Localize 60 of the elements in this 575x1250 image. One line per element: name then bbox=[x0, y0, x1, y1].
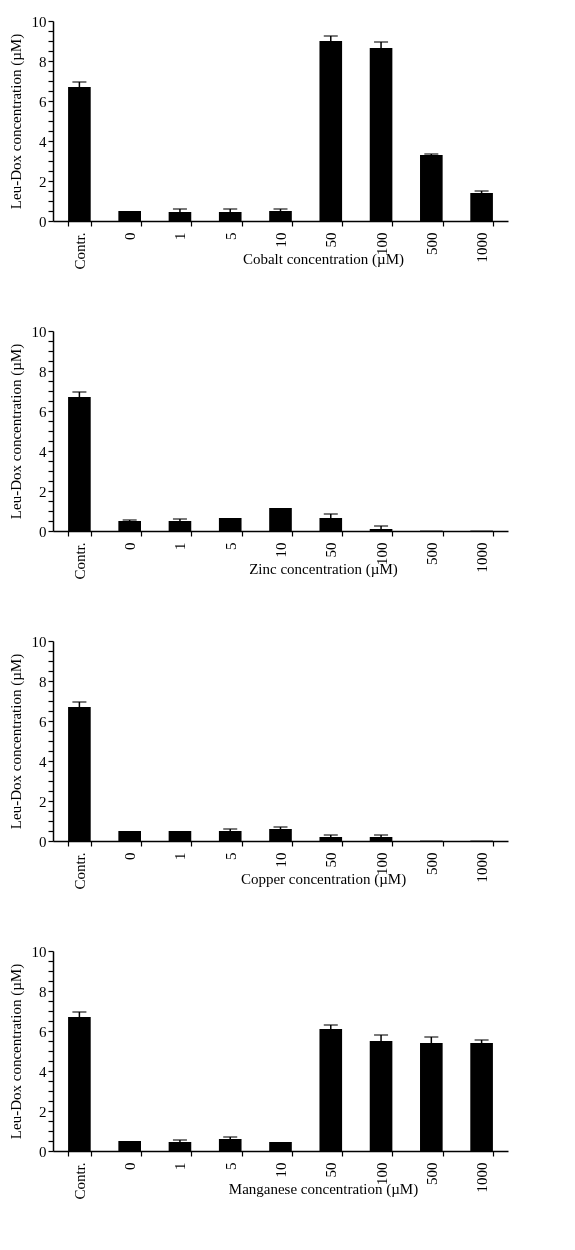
x-tick-label: Contr. bbox=[71, 1162, 88, 1200]
x-tick-label: 5 bbox=[222, 542, 239, 550]
x-tick-label: Contr. bbox=[71, 852, 88, 890]
x-tick-label: 1 bbox=[172, 1162, 189, 1170]
x-tick-label: 1 bbox=[172, 542, 189, 550]
x-tick-label: 500 bbox=[423, 232, 440, 255]
x-tick-label: 1 bbox=[172, 852, 189, 860]
x-tick-label: 5 bbox=[222, 232, 239, 240]
y-tick-label: 2 bbox=[39, 793, 47, 810]
x-tick-label: Contr. bbox=[71, 232, 88, 270]
x-tick-label: 0 bbox=[122, 1162, 139, 1170]
y-tick-label: 8 bbox=[39, 53, 47, 70]
x-tick-label: 1000 bbox=[474, 852, 491, 883]
y-tick-label: 10 bbox=[31, 943, 47, 960]
y-axis-title: Leu-Dox concentration (µM) bbox=[7, 33, 25, 210]
x-tick-label: 100 bbox=[373, 1162, 390, 1185]
y-tick-label: 2 bbox=[39, 483, 47, 500]
x-tick-label: 100 bbox=[373, 542, 390, 565]
x-tick-label: 10 bbox=[273, 542, 289, 558]
x-tick-label: 1000 bbox=[474, 1162, 491, 1193]
x-tick-label: 10 bbox=[273, 852, 289, 868]
x-tick-label: 5 bbox=[222, 852, 239, 860]
y-axis-title: Leu-Dox concentration (µM) bbox=[7, 343, 25, 520]
y-tick-label: 10 bbox=[31, 13, 47, 30]
y-axis-title: Leu-Dox concentration (µM) bbox=[7, 963, 25, 1140]
y-tick-label: 4 bbox=[39, 753, 47, 770]
x-tick-label: 10 bbox=[273, 1162, 289, 1178]
x-tick-label: 0 bbox=[122, 852, 139, 860]
y-axis-title: Leu-Dox concentration (µM) bbox=[7, 653, 25, 830]
x-tick-label: 5 bbox=[222, 1162, 239, 1170]
y-tick-label: 6 bbox=[39, 403, 47, 420]
x-tick-label: 1 bbox=[172, 232, 189, 240]
y-tick-label: 10 bbox=[31, 633, 47, 650]
y-tick-label: 4 bbox=[39, 1063, 47, 1080]
y-tick-label: 2 bbox=[39, 1103, 47, 1120]
y-tick-label: 10 bbox=[31, 323, 47, 340]
y-tick-label: 6 bbox=[39, 93, 47, 110]
y-tick-label: 4 bbox=[39, 133, 47, 150]
y-tick-label: 2 bbox=[39, 173, 47, 190]
x-tick-label: 1000 bbox=[474, 232, 491, 263]
y-tick-label: 8 bbox=[39, 983, 47, 1000]
x-tick-label: 100 bbox=[373, 232, 390, 255]
x-tick-label: 500 bbox=[423, 1162, 440, 1185]
x-tick-label: 0 bbox=[122, 542, 139, 550]
x-tick-label: 50 bbox=[323, 852, 340, 868]
x-tick-label: 100 bbox=[373, 852, 390, 875]
x-tick-label: 50 bbox=[323, 232, 340, 248]
x-tick-label: 50 bbox=[323, 542, 340, 558]
x-tick-label: 50 bbox=[323, 1162, 340, 1178]
y-tick-label: 8 bbox=[39, 673, 47, 690]
y-tick-label: 6 bbox=[39, 713, 47, 730]
x-tick-label: Contr. bbox=[71, 542, 88, 580]
y-tick-label: 4 bbox=[39, 443, 47, 460]
x-tick-label: 0 bbox=[122, 232, 139, 240]
x-tick-label: 500 bbox=[423, 852, 440, 875]
x-tick-label: 500 bbox=[423, 542, 440, 565]
y-tick-label: 6 bbox=[39, 1023, 47, 1040]
x-tick-label: 10 bbox=[273, 232, 289, 248]
y-tick-label: 8 bbox=[39, 363, 47, 380]
x-tick-label: 1000 bbox=[474, 542, 491, 573]
